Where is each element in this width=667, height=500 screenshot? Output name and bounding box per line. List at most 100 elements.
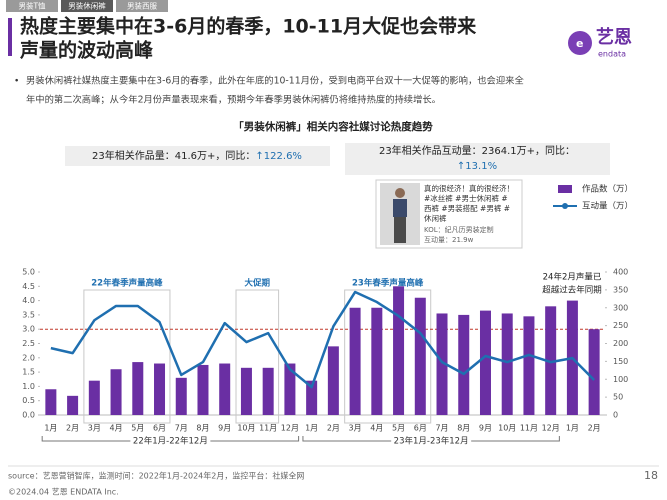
- highlight-frame: [83, 289, 171, 424]
- highlight-text: 23年相关作品互动量：2364.1万+，同比：: [379, 144, 575, 157]
- tab-label[interactable]: 男装西服: [127, 1, 157, 11]
- x-tick-label: 4月: [110, 424, 123, 433]
- bar: [240, 367, 252, 415]
- period-label: 22年1月-22年12月: [133, 436, 208, 447]
- legend-label: 作品数（万）: [582, 184, 633, 195]
- tab-label[interactable]: 男装休闲裤: [68, 1, 106, 11]
- post-photo: [395, 188, 405, 198]
- highlight-frame: [344, 289, 432, 424]
- x-tick-label: 1月: [44, 424, 57, 433]
- legend-swatch: [562, 203, 568, 209]
- bullet-text: 男装休闲裤社媒热度主要集中在3-6月的春季，此外在年底的10-11月份，受到电商…: [26, 75, 524, 87]
- title-accent: [8, 18, 12, 56]
- y2-tick-label: 50: [613, 393, 623, 402]
- x-tick-label: 1月: [305, 424, 318, 433]
- highlight-text: 23年相关作品量：41.6万+，同比：: [92, 149, 255, 162]
- highlight-change: ↑122.6%: [255, 151, 302, 162]
- title: 热度主要集中在3-6月的春季，10-11月大促也会带来: [20, 15, 476, 38]
- bullet-text: 年中的第二次高峰；从今年2月份声量表现来看，预期今年春季男装休闲裤仍将维持热度的…: [26, 94, 441, 106]
- bar: [197, 364, 209, 415]
- tab[interactable]: [116, 0, 168, 12]
- post-text: 休闲裤: [424, 213, 447, 223]
- bar: [436, 313, 448, 415]
- footer-source: source：艺恩营销智库，监测时间：2022年1月-2024年2月，监控平台：…: [8, 471, 304, 481]
- logo-mark: [568, 31, 592, 55]
- logo-name: 艺恩: [596, 26, 632, 48]
- x-tick-label: 1月: [566, 424, 579, 433]
- x-tick-label: 8月: [196, 424, 209, 433]
- x-tick-label: 11月: [520, 424, 538, 433]
- highlight: 23年相关作品量：41.6万+，同比：↑122.6%: [92, 149, 302, 162]
- x-tick-label: 5月: [131, 424, 144, 433]
- y-tick-label: 4.5: [22, 282, 35, 291]
- x-tick-label: 2月: [327, 424, 340, 433]
- y-tick-label: 2.5: [22, 339, 35, 348]
- post-photo: [393, 199, 407, 217]
- y2-tick-label: 150: [613, 357, 628, 366]
- highlight-box: [65, 146, 330, 166]
- x-tick-label: 12月: [281, 424, 299, 433]
- x-tick-label: 5月: [392, 424, 405, 433]
- x-tick-label: 7月: [175, 424, 188, 433]
- x-tick-label: 10月: [237, 424, 255, 433]
- post-kol: KOL：紀凡历男装定制: [424, 225, 494, 234]
- x-tick-label: 12月: [542, 424, 560, 433]
- highlight-box: [345, 143, 610, 175]
- post-photo: [394, 217, 406, 243]
- note: 24年2月声量已: [543, 272, 602, 283]
- y-tick-label: 3.0: [22, 325, 35, 334]
- highlight-change: ↑13.1%: [457, 161, 497, 172]
- bar: [327, 346, 339, 415]
- annotation: 23年春季声量高峰: [352, 278, 424, 289]
- x-tick-label: 8月: [457, 424, 470, 433]
- y-tick-label: 4.0: [22, 296, 35, 305]
- x-tick-label: 6月: [414, 424, 427, 433]
- chart-title: 「男装休闲裤」相关内容社媒讨论热度趋势: [233, 120, 433, 133]
- x-tick-label: 9月: [479, 424, 492, 433]
- y-tick-label: 1.5: [22, 368, 35, 377]
- post-interaction: 互动量：21.9w: [424, 235, 474, 244]
- annotation: 22年春季声量高峰: [91, 278, 163, 289]
- logo-sub: endata: [598, 50, 626, 59]
- tab[interactable]: [6, 0, 58, 12]
- bar: [67, 395, 79, 415]
- y2-tick-label: 350: [613, 285, 628, 294]
- bar: [393, 286, 405, 415]
- y2-tick-label: 400: [613, 268, 628, 277]
- y-tick-label: 2.0: [22, 353, 35, 362]
- legend-label: 互动量（万）: [582, 201, 633, 212]
- post-text: #冰丝裤 #男士休闲裤 #: [424, 193, 508, 203]
- bar: [219, 363, 231, 415]
- x-tick-label: 11月: [259, 424, 277, 433]
- bar: [501, 313, 513, 415]
- bar: [88, 380, 100, 415]
- y2-tick-label: 100: [613, 375, 628, 384]
- highlight-frame: [235, 289, 280, 424]
- y-tick-label: 3.5: [22, 310, 35, 319]
- bullet-dot: •: [14, 77, 19, 87]
- bar: [154, 363, 166, 415]
- x-tick-label: 2月: [66, 424, 79, 433]
- x-tick-label: 3月: [349, 424, 362, 433]
- tab[interactable]: [61, 0, 113, 12]
- x-tick-label: 10月: [498, 424, 516, 433]
- annotation: 大促期: [245, 278, 271, 289]
- y2-tick-label: 300: [613, 303, 628, 312]
- y-tick-label: 5.0: [22, 268, 35, 277]
- bar: [284, 363, 296, 415]
- note: 超越过去年同期: [542, 285, 602, 296]
- x-tick-label: 3月: [88, 424, 101, 433]
- bar: [45, 389, 57, 415]
- tab-label[interactable]: 男装T恤: [18, 1, 46, 11]
- tabs: 男装T恤 男装休闲裤 男装西服: [6, 0, 168, 12]
- post-text: 西裤 #男装搭配 #男裤 #: [424, 203, 510, 213]
- bar: [306, 380, 318, 415]
- bar: [175, 377, 187, 415]
- x-tick-label: 4月: [370, 424, 383, 433]
- page-number: 18: [644, 469, 658, 482]
- bar: [262, 367, 274, 415]
- bar: [479, 310, 491, 415]
- y2-tick-label: 250: [613, 321, 628, 330]
